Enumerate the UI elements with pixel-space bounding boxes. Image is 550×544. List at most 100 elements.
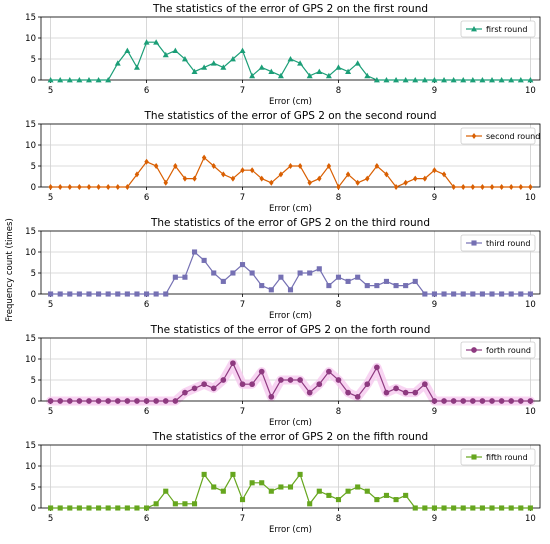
- x-tick-label: 6: [144, 86, 149, 96]
- data-point: [479, 505, 485, 511]
- data-point: [393, 385, 399, 392]
- data-point: [96, 291, 102, 297]
- data-point: [335, 274, 342, 280]
- data-point: [470, 184, 476, 190]
- data-point: [441, 171, 447, 178]
- x-tick-label: 7: [240, 193, 245, 203]
- data-point: [393, 283, 399, 289]
- data-point: [96, 184, 101, 190]
- data-point: [383, 492, 390, 498]
- x-tick-label: 9: [432, 193, 437, 203]
- y-tick-label: 15: [25, 441, 36, 451]
- data-point: [326, 492, 332, 498]
- data-point: [229, 56, 236, 62]
- data-point: [297, 377, 303, 383]
- data-point: [115, 184, 121, 190]
- data-point: [249, 72, 256, 79]
- legend-marker: [471, 240, 477, 246]
- data-point: [57, 184, 63, 190]
- data-point: [277, 72, 284, 79]
- x-tick-label: 10: [525, 86, 536, 96]
- data-point: [162, 398, 169, 404]
- legend-label: fifth round: [486, 453, 528, 462]
- data-point: [201, 471, 207, 477]
- data-point: [451, 184, 456, 190]
- data-point: [86, 291, 92, 297]
- data-point: [249, 167, 255, 174]
- data-point: [354, 393, 361, 400]
- data-point: [498, 398, 505, 404]
- data-point: [402, 389, 409, 396]
- chart-title: The statistics of the error of GPS 2 on …: [152, 431, 428, 443]
- data-point: [489, 398, 495, 404]
- data-point: [422, 505, 428, 511]
- data-point: [201, 381, 207, 388]
- data-point: [249, 480, 255, 486]
- data-point: [364, 381, 371, 388]
- legend-box: [460, 341, 536, 359]
- data-point: [297, 163, 303, 169]
- legend-marker: [471, 347, 477, 353]
- data-point: [172, 47, 179, 53]
- series-line: [50, 473, 531, 509]
- data-point: [374, 163, 380, 169]
- legend-marker: [471, 26, 477, 32]
- data-point: [124, 47, 131, 53]
- y-tick-label: 5: [31, 376, 36, 386]
- y-tick-label: 15: [25, 13, 36, 23]
- data-point: [422, 175, 428, 182]
- data-point: [316, 68, 323, 74]
- data-point: [201, 154, 207, 161]
- y-tick-label: 15: [25, 334, 36, 344]
- data-point: [489, 505, 495, 511]
- data-point: [76, 77, 83, 83]
- data-point: [383, 77, 390, 83]
- x-tick-label: 5: [48, 300, 53, 310]
- y-tick-label: 5: [31, 483, 36, 493]
- data-point: [450, 77, 457, 83]
- data-point: [317, 175, 322, 182]
- legend: fifth round: [460, 448, 536, 466]
- data-point: [133, 64, 140, 70]
- data-point: [268, 68, 275, 74]
- data-point: [413, 175, 418, 182]
- data-point: [431, 77, 438, 83]
- data-point: [181, 56, 188, 62]
- legend: first round: [460, 20, 536, 38]
- data-point: [364, 72, 371, 79]
- data-point: [345, 171, 351, 178]
- data-point: [517, 398, 524, 404]
- plot-frame: [40, 444, 541, 509]
- data-point: [460, 398, 467, 404]
- data-point: [278, 274, 284, 280]
- data-point: [86, 184, 92, 190]
- data-point: [105, 291, 111, 297]
- data-point: [153, 39, 160, 45]
- data-point: [278, 377, 284, 383]
- data-point: [134, 171, 140, 178]
- x-tick-label: 7: [240, 407, 245, 417]
- y-tick-label: 10: [25, 355, 36, 365]
- x-axis-label: Error (cm): [269, 311, 312, 321]
- plot-frame: [40, 230, 541, 295]
- data-point: [269, 179, 274, 186]
- chart-title: The statistics of the error of GPS 2 on …: [152, 3, 428, 15]
- data-point: [354, 60, 361, 66]
- data-point: [498, 77, 505, 83]
- data-point: [124, 398, 131, 404]
- data-point: [364, 488, 370, 494]
- data-point: [125, 184, 130, 190]
- x-tick-label: 8: [336, 193, 341, 203]
- data-point: [508, 77, 515, 83]
- legend-box: [460, 127, 536, 145]
- data-point: [307, 501, 313, 507]
- data-point: [191, 385, 198, 392]
- data-point: [336, 184, 341, 190]
- data-point: [278, 484, 284, 490]
- data-point: [489, 184, 495, 190]
- chart-panel-3: The statistics of the error of GPS 2 on …: [25, 217, 541, 321]
- data-point: [162, 51, 169, 58]
- data-point: [508, 505, 514, 511]
